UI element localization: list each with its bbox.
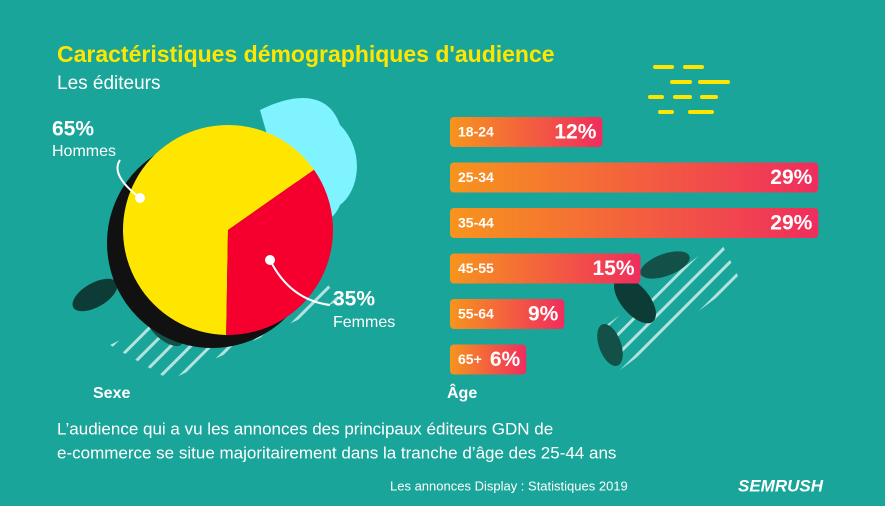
pie-slice [226,169,333,335]
source: Les annonces Display : Statistiques 2019 [390,478,628,493]
category-label: 25-34 [458,169,494,185]
chart-label: Âge [447,383,477,402]
value-label: 29% [770,212,812,235]
category-label: 18-24 [458,124,494,140]
category-label: 45-55 [458,260,494,276]
value-label: 9% [528,303,559,326]
category-label: 65+ [458,351,482,367]
category-label: 35-44 [458,215,494,231]
description: e-commerce se situe majoritairement dans… [57,443,616,462]
value-label: 15% [592,257,634,280]
pie-value-label: 35% [333,288,375,311]
description: L’audience qui a vu les annonces des pri… [57,419,553,438]
pointer [135,193,145,203]
value-label: 12% [554,121,596,144]
category-label: 55-64 [458,306,494,322]
bar [450,162,819,193]
value-label: 29% [770,166,812,189]
pie-label: Femmes [333,314,395,331]
bar [450,208,819,238]
pie-label: Hommes [52,143,116,160]
bar [450,299,565,329]
subtitle: Les éditeurs [57,73,161,94]
bar [450,253,641,284]
pie-slice [123,125,315,335]
bar [450,117,603,147]
pointer [265,255,275,265]
chart-label: Sexe [93,385,130,402]
pie-value-label: 65% [52,118,94,141]
bar [450,344,527,375]
value-label: 6% [490,348,521,371]
brand: SEMRUSH [738,476,824,495]
title: Caractéristiques démographiques d'audien… [57,41,555,67]
leader-lines [116,159,331,306]
bars: 18-24 12% 25-34 29% 35-44 29% 45-55 15% 55-64 9% 6… [450,117,819,375]
pie [123,125,333,335]
